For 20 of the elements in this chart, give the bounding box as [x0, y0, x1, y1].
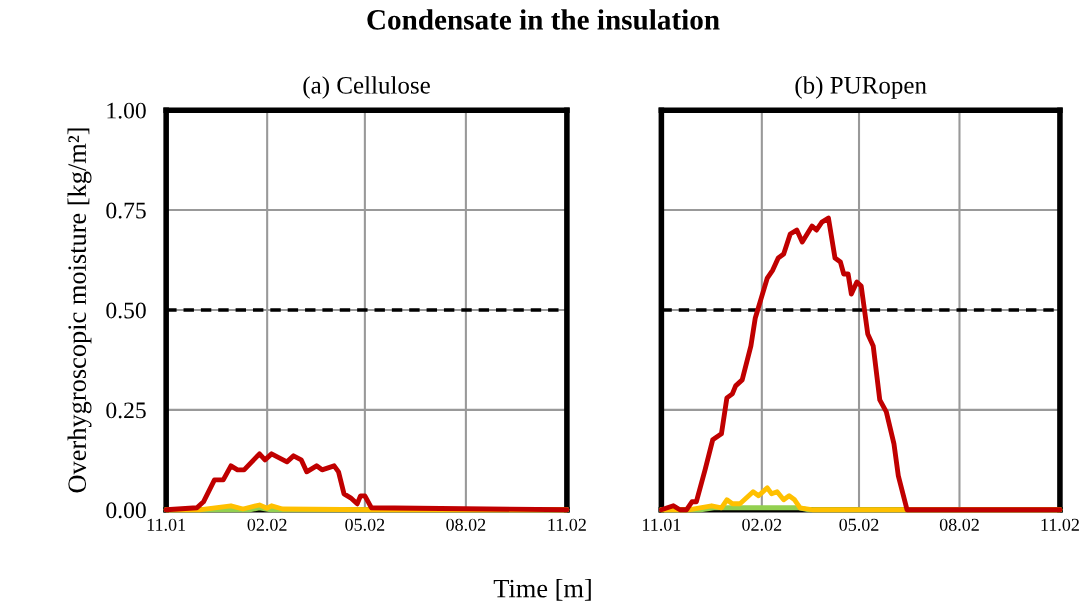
y-tick-label: 0.00 [106, 502, 146, 519]
x-tick-label: 11.02 [548, 518, 586, 531]
y-tick-label: 0.75 [106, 202, 146, 219]
y-tick-label: 0.50 [106, 302, 146, 319]
chart-subtitle: (a) Cellulose [303, 76, 430, 99]
x-tick-label: 08.02 [446, 518, 486, 531]
chart-title: Condensate in the insulation [367, 9, 720, 30]
x-tick-label: 11.01 [642, 518, 681, 531]
x-tick-label: 05.02 [839, 518, 879, 531]
x-tick-label: 05.02 [345, 518, 385, 531]
chart-subtitle: (b) PURopen [795, 76, 927, 99]
y-axis-title: Overhygroscopic moisture [kg/m²] [67, 128, 92, 493]
y-tick-label: 0.25 [106, 402, 146, 419]
x-tick-label: 11.02 [1041, 518, 1079, 531]
x-tick-label: 02.02 [742, 518, 782, 531]
x-tick-label: 08.02 [939, 518, 979, 531]
x-axis-title: Time [m] [493, 578, 591, 601]
y-tick-label: 1.00 [107, 102, 146, 119]
x-tick-label: 02.02 [247, 518, 287, 531]
x-tick-label: 11.01 [147, 518, 186, 531]
